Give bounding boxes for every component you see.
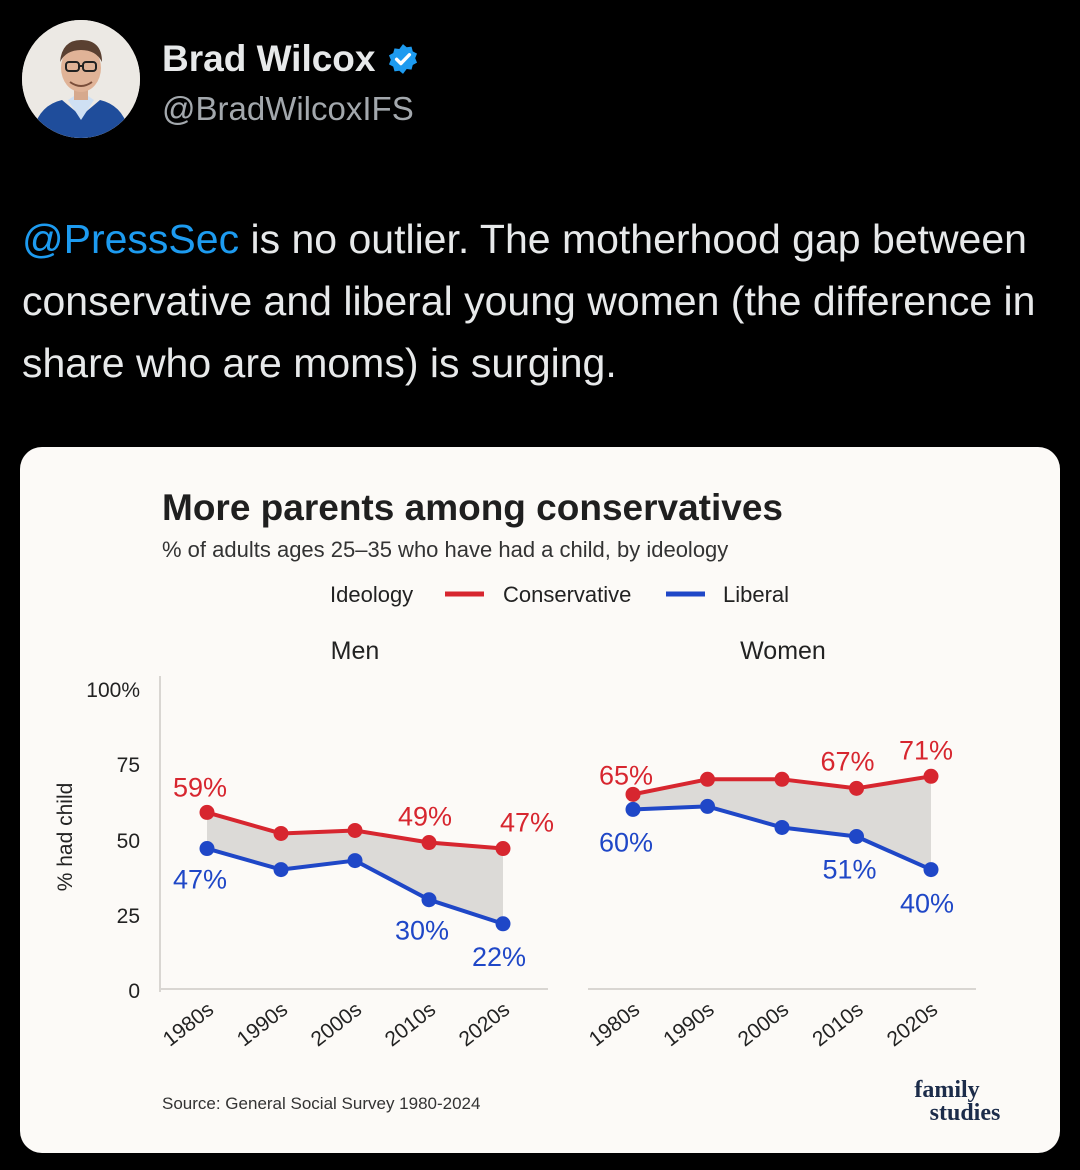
chart-subtitle: % of adults ages 25–35 who have had a ch… bbox=[162, 537, 728, 562]
point-conservative-men-2020s bbox=[495, 841, 511, 857]
legend-title: Ideology bbox=[330, 582, 413, 607]
chart-image-card[interactable]: More parents among conservatives % of ad… bbox=[20, 447, 1060, 1153]
panel-title-women: Women bbox=[740, 637, 826, 665]
point-conservative-women-2020s bbox=[923, 768, 939, 784]
x-tick-women-2000s: 2000s bbox=[734, 998, 793, 1051]
data-label-liberal-men-1980s: 47% bbox=[173, 865, 227, 895]
point-liberal-women-1990s bbox=[700, 798, 715, 814]
point-liberal-men-2000s bbox=[347, 853, 363, 869]
point-liberal-men-1980s bbox=[199, 841, 215, 857]
x-tick-women-2020s: 2020s bbox=[883, 998, 942, 1051]
data-label-conservative-men-1980s: 59% bbox=[173, 772, 227, 802]
point-conservative-women-1990s bbox=[700, 771, 715, 787]
x-tick-men-2010s: 2010s bbox=[381, 998, 440, 1051]
data-label-liberal-men-2010s: 30% bbox=[395, 916, 449, 946]
y-tick-50: 50 bbox=[117, 830, 140, 853]
tweet-header: Brad Wilcox @BradWilcoxIFS bbox=[22, 20, 1058, 142]
legend-label-liberal: Liberal bbox=[723, 582, 789, 607]
data-label-conservative-women-2020s: 71% bbox=[899, 735, 953, 765]
data-label-liberal-women-2010s: 51% bbox=[823, 854, 877, 884]
data-label-conservative-men-2020s: 47% bbox=[500, 808, 554, 838]
panel-title-men: Men bbox=[331, 637, 380, 665]
point-conservative-men-2010s bbox=[421, 835, 437, 851]
data-label-liberal-men-2020s: 22% bbox=[472, 942, 526, 972]
point-liberal-women-2010s bbox=[849, 828, 864, 844]
user-handle[interactable]: @BradWilcoxIFS bbox=[162, 90, 414, 127]
x-tick-men-1990s: 1990s bbox=[233, 998, 292, 1051]
data-label-liberal-women-1980s: 60% bbox=[599, 827, 653, 857]
y-tick-25: 25 bbox=[117, 905, 140, 928]
x-tick-men-2000s: 2000s bbox=[307, 998, 366, 1051]
point-liberal-men-2010s bbox=[421, 892, 437, 908]
point-conservative-women-2000s bbox=[774, 771, 790, 787]
panel-men: 59% 49% 47% 47% 30% 22% 1980s 1990s 2000s 2010s 20… bbox=[159, 772, 554, 1051]
x-tick-women-1980s: 1980s bbox=[585, 998, 644, 1051]
verified-badge-icon bbox=[388, 44, 417, 74]
data-label-liberal-women-2020s: 40% bbox=[900, 889, 954, 919]
data-label-conservative-men-2010s: 49% bbox=[398, 802, 452, 832]
tweet-text: @PressSec is no outlier. The motherhood … bbox=[22, 208, 1062, 394]
data-label-conservative-women-2010s: 67% bbox=[821, 746, 875, 776]
point-conservative-men-1980s bbox=[199, 804, 215, 820]
legend-label-conservative: Conservative bbox=[503, 582, 631, 607]
avatar[interactable] bbox=[22, 20, 140, 138]
chart-title: More parents among conservatives bbox=[162, 487, 783, 528]
point-conservative-men-1990s bbox=[273, 825, 289, 841]
mention-link[interactable]: @PressSec bbox=[22, 216, 240, 262]
panel-women: 65% 67% 71% 60% 51% 40% 1980s 1990s 2000s 2010s 20… bbox=[585, 735, 954, 1051]
point-conservative-men-2000s bbox=[347, 822, 363, 838]
point-conservative-women-2010s bbox=[849, 780, 864, 796]
y-tick-100: 100% bbox=[86, 679, 140, 702]
x-tick-men-2020s: 2020s bbox=[455, 998, 514, 1051]
point-liberal-women-1980s bbox=[625, 801, 641, 817]
point-liberal-men-2020s bbox=[495, 916, 511, 932]
x-tick-women-1990s: 1990s bbox=[659, 998, 718, 1051]
chart-source: Source: General Social Survey 1980-2024 bbox=[162, 1094, 480, 1113]
display-name-row[interactable]: Brad Wilcox bbox=[162, 38, 420, 80]
brand-logo-line1: family bbox=[914, 1077, 979, 1103]
avatar-photo bbox=[22, 20, 140, 138]
data-label-conservative-women-1980s: 65% bbox=[599, 760, 653, 790]
point-conservative-women-1980s bbox=[625, 786, 641, 802]
point-liberal-women-2020s bbox=[923, 862, 939, 878]
x-tick-women-2010s: 2010s bbox=[808, 998, 867, 1051]
y-tick-75: 75 bbox=[117, 754, 140, 777]
point-liberal-men-1990s bbox=[273, 862, 289, 878]
y-tick-0: 0 bbox=[128, 980, 140, 1003]
y-axis-label: % had child bbox=[54, 783, 77, 892]
point-liberal-women-2000s bbox=[774, 819, 790, 835]
x-tick-men-1980s: 1980s bbox=[159, 998, 218, 1051]
tweet-body: is no outlier. The motherhood gap betwee… bbox=[22, 216, 1036, 386]
brand-logo-line2: studies bbox=[930, 1100, 1001, 1126]
display-name[interactable]: Brad Wilcox bbox=[162, 38, 376, 79]
chart: More parents among conservatives % of ad… bbox=[54, 487, 1001, 1126]
